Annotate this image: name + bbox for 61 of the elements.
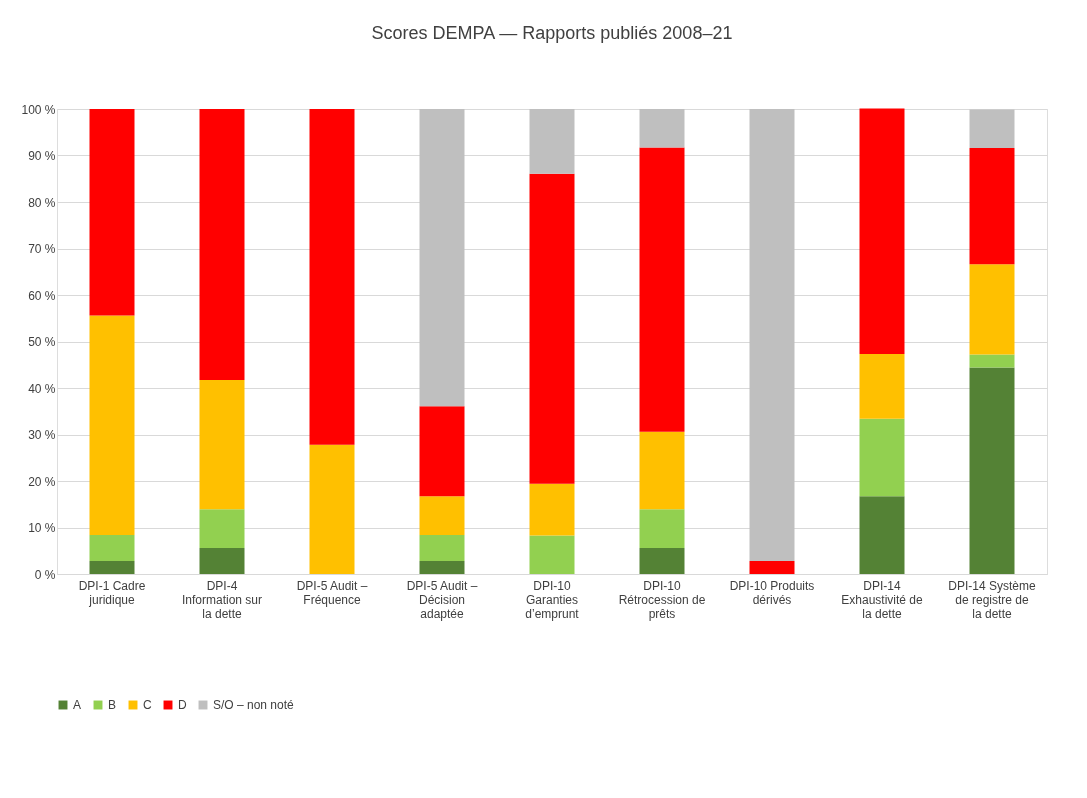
- bar: [639, 109, 685, 148]
- bar: [419, 406, 465, 497]
- y-tick-label: 80 %: [28, 195, 56, 210]
- y-tick-label: 40 %: [28, 381, 56, 396]
- bar: [639, 147, 685, 432]
- y-tick-label: 60 %: [28, 288, 56, 303]
- y-tick-label: 0 %: [34, 567, 56, 582]
- x-tick-label: DPI-14 Système de registre de la dette: [948, 578, 1036, 621]
- x-tick-label: DPI-5 Audit – Décision adaptée: [406, 578, 478, 621]
- y-tick-label: 70 %: [28, 242, 56, 256]
- bar: [859, 354, 905, 419]
- y-tick-label: 100 %: [21, 102, 56, 117]
- bar: [749, 560, 795, 574]
- bar: [529, 483, 575, 536]
- bar: [419, 496, 465, 535]
- legend-label: A: [73, 698, 82, 712]
- legend-label: S/O – non noté: [213, 698, 295, 712]
- bar: [969, 354, 1015, 368]
- bar: [199, 380, 245, 510]
- bar: [89, 109, 135, 316]
- legend-label: C: [143, 698, 152, 712]
- bar: [969, 367, 1015, 574]
- bar: [859, 108, 905, 355]
- legend-label: B: [108, 698, 117, 712]
- bar: [419, 109, 465, 407]
- chart-title: Scores DEMPA — Rapports publiés 2008–21: [371, 23, 733, 43]
- bar: [309, 444, 355, 574]
- bar: [859, 418, 905, 497]
- bar: [309, 109, 355, 445]
- bar: [859, 496, 905, 574]
- x-tick-label: DPI-14 Exhaustivité de la dette: [841, 578, 924, 621]
- bar: [199, 109, 245, 381]
- bar: [419, 534, 465, 561]
- y-tick-label: 10 %: [28, 521, 56, 535]
- bar: [89, 534, 135, 561]
- bar: [199, 547, 245, 574]
- x-tick-label: DPI-1 Cadre juridique: [78, 578, 146, 607]
- bar: [89, 315, 135, 535]
- y-tick-label: 50 %: [28, 335, 56, 349]
- bar: [969, 148, 1015, 265]
- y-tick-label: 20 %: [28, 474, 56, 489]
- bar: [529, 109, 575, 174]
- bar: [529, 173, 575, 484]
- bar: [749, 109, 795, 561]
- x-tick-label: DPI-10 Rétrocession de prêts: [618, 578, 706, 621]
- bar: [639, 509, 685, 548]
- y-tick-label: 30 %: [28, 428, 56, 442]
- bar: [199, 509, 245, 548]
- bar: [639, 431, 685, 510]
- bar: [969, 109, 1015, 149]
- bar: [969, 264, 1015, 355]
- y-tick-label: 90 %: [28, 149, 56, 163]
- bar: [529, 535, 575, 574]
- bar: [639, 547, 685, 574]
- bar: [89, 560, 135, 574]
- x-tick-label: DPI-10 Produits dérivés: [729, 578, 815, 607]
- legend-label: D: [178, 698, 187, 712]
- x-tick-label: DPI-10 Garanties d’emprunt: [525, 578, 580, 621]
- bar: [419, 560, 465, 574]
- x-tick-label: DPI-4 Information sur la dette: [181, 578, 263, 621]
- x-tick-label: DPI-5 Audit – Fréquence: [296, 578, 368, 607]
